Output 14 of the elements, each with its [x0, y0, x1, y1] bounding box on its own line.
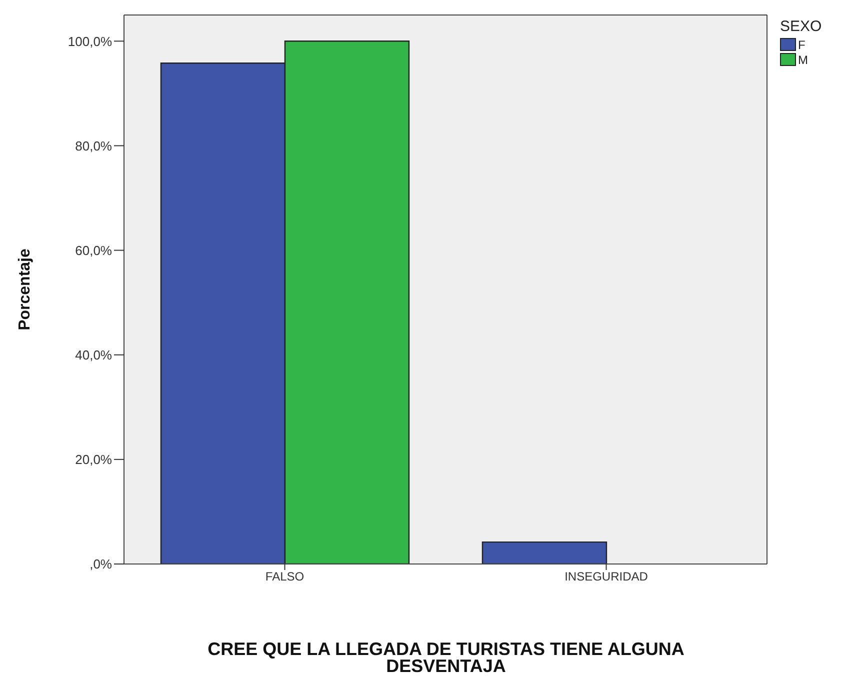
x-axis-title: CREE QUE LA LLEGADA DE TURISTAS TIENE ALGUNA DESVENTAJA: [206, 639, 686, 676]
y-axis-title: Porcentaje: [16, 248, 34, 330]
legend-label: F: [798, 38, 806, 52]
y-tick-label: 60,0%: [75, 242, 112, 258]
legend-label: M: [798, 52, 808, 66]
y-tick-label: 100,0%: [68, 34, 112, 49]
y-tick-label: 40,0%: [75, 347, 112, 362]
x-tick-label: INSEGURIDAD: [564, 570, 648, 584]
x-tick-label: FALSO: [265, 570, 304, 584]
legend-title: SEXO: [780, 18, 823, 35]
bar: [482, 541, 608, 564]
y-tick-label: ,0%: [90, 556, 112, 572]
y-tick-label: 20,0%: [75, 452, 112, 468]
y-tick-label: 80,0%: [75, 138, 112, 154]
